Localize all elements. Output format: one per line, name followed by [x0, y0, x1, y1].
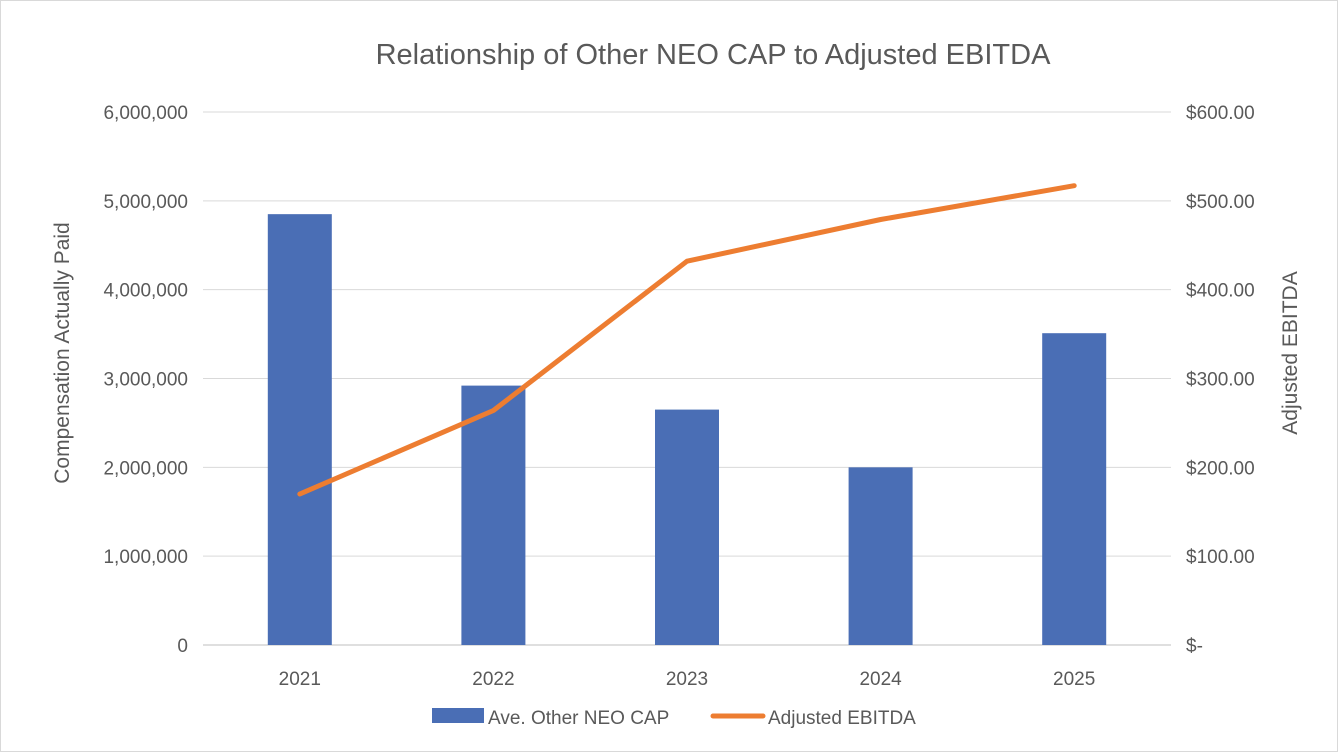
legend-swatch-bar — [432, 708, 484, 723]
x-tick-label: 2023 — [666, 669, 708, 690]
bar-2023 — [655, 409, 719, 645]
left-tick-label: 4,000,000 — [103, 281, 188, 302]
legend-label-line: Adjusted EBITDA — [768, 708, 916, 729]
right-tick-label: $600.00 — [1186, 103, 1255, 124]
right-tick-label: $500.00 — [1186, 192, 1255, 213]
left-axis-ticks: 0 1,000,000 2,000,000 3,000,000 4,000,000 5,0… — [103, 103, 188, 657]
bar-2021 — [267, 214, 332, 646]
left-tick-label: 3,000,000 — [103, 370, 188, 391]
left-axis-title: Compensation Actually Paid — [51, 222, 74, 484]
right-tick-label: $200.00 — [1186, 458, 1255, 479]
x-axis-ticks: 2021 2022 2023 2024 2025 — [279, 669, 1096, 690]
line-series — [297, 183, 1077, 497]
bar-series — [267, 214, 1107, 646]
right-tick-label: $100.00 — [1186, 547, 1255, 568]
chart-title: Relationship of Other NEO CAP to Adjuste… — [376, 39, 1052, 71]
right-tick-label: $400.00 — [1186, 281, 1255, 302]
x-tick-label: 2021 — [279, 669, 321, 690]
left-tick-label: 1,000,000 — [103, 547, 188, 568]
legend-label-bar: Ave. Other NEO CAP — [488, 708, 669, 729]
right-tick-label: $- — [1186, 636, 1203, 657]
right-axis-title: Adjusted EBITDA — [1279, 271, 1302, 434]
left-tick-label: 6,000,000 — [103, 103, 188, 124]
legend: Ave. Other NEO CAP Adjusted EBITDA — [432, 708, 916, 729]
x-tick-label: 2022 — [472, 669, 514, 690]
bar-2022 — [461, 385, 526, 645]
left-tick-label: 0 — [177, 636, 188, 657]
left-tick-label: 5,000,000 — [103, 192, 188, 213]
right-axis-ticks: $- $100.00 $200.00 $300.00 $400.00 $500.00 $60… — [1186, 103, 1255, 657]
x-tick-label: 2024 — [859, 669, 902, 690]
left-tick-label: 2,000,000 — [103, 458, 188, 479]
bar-2024 — [848, 467, 913, 645]
right-tick-label: $300.00 — [1186, 370, 1255, 391]
bar-2025 — [1042, 333, 1107, 645]
x-tick-label: 2025 — [1053, 669, 1095, 690]
